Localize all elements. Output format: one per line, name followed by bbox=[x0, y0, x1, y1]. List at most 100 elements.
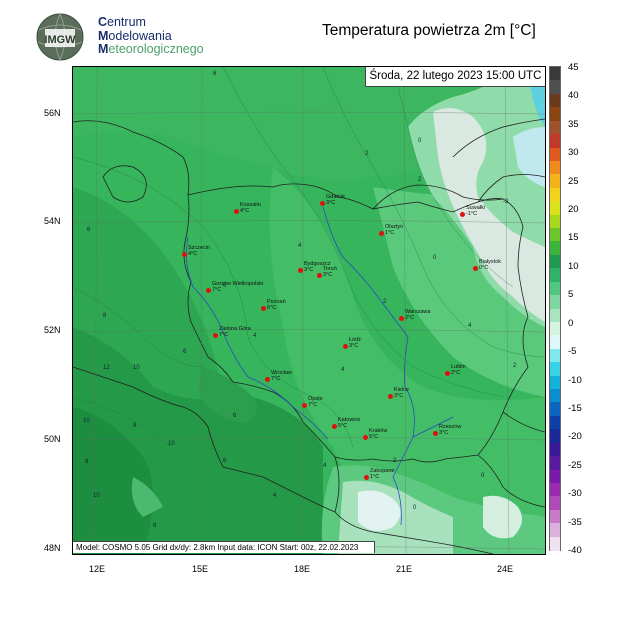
lon-label: 18E bbox=[293, 564, 310, 574]
city-marker bbox=[433, 431, 438, 436]
contour-label: 6 bbox=[87, 227, 91, 233]
contour-label: 2 bbox=[418, 177, 422, 183]
temperature-map: 6 6 8 10 12 10 8 6 4 4 2 2 2 0 -2 0 2 4 … bbox=[72, 66, 546, 555]
contour-label: 10 bbox=[93, 493, 100, 499]
colorbar-segment bbox=[550, 147, 560, 162]
contour-label: 12 bbox=[103, 365, 110, 371]
colorbar-segment bbox=[550, 415, 560, 430]
lat-label: 50N bbox=[44, 434, 61, 444]
colorbar-label: 10 bbox=[568, 260, 579, 272]
colorbar-label: 35 bbox=[568, 118, 579, 130]
lon-label: 24E bbox=[496, 564, 513, 574]
city-name: Łódź bbox=[349, 337, 361, 343]
colorbar-segment bbox=[550, 308, 560, 323]
lon-label: 15E bbox=[191, 564, 208, 574]
colorbar-segment bbox=[550, 187, 560, 202]
city-name: Gorzów Wielkopolski bbox=[212, 281, 264, 287]
colorbar-segment bbox=[550, 254, 560, 269]
colorbar-segment bbox=[550, 295, 560, 310]
city-name: Poznań bbox=[267, 299, 286, 305]
city-marker bbox=[265, 377, 270, 382]
city-temp: 2°C bbox=[405, 315, 415, 321]
colorbar-segment bbox=[550, 160, 560, 175]
city-name: Warszawa bbox=[405, 309, 431, 315]
temperature-colorbar bbox=[549, 66, 561, 551]
city-temp: -1°C bbox=[466, 211, 478, 217]
colorbar-segment bbox=[550, 496, 560, 511]
city-name: Zakopane bbox=[370, 468, 395, 474]
city-marker bbox=[379, 231, 384, 236]
contour-label: 4 bbox=[253, 333, 257, 339]
contour-labels: 6 6 8 10 12 10 8 6 4 4 2 2 2 0 -2 0 2 4 … bbox=[83, 71, 517, 529]
colorbar-label: -15 bbox=[568, 402, 582, 414]
colorbar-label: -25 bbox=[568, 459, 582, 471]
colorbar-segment bbox=[550, 174, 560, 189]
city-marker bbox=[234, 209, 239, 214]
contour-label: 0 bbox=[418, 138, 422, 144]
contour-label: 4 bbox=[273, 493, 277, 499]
lat-label: 52N bbox=[44, 325, 61, 335]
city-temp: 7°C bbox=[212, 287, 222, 293]
city-name: Katowice bbox=[338, 417, 361, 423]
city-marker bbox=[445, 371, 450, 376]
city-marker bbox=[317, 273, 322, 278]
contour-label: 10 bbox=[133, 365, 140, 371]
logo-text: Centrum Modelowania Meteorologicznego bbox=[98, 15, 204, 57]
colorbar-segment bbox=[550, 93, 560, 108]
colorbar-segment bbox=[550, 321, 560, 336]
country-borders bbox=[73, 118, 545, 554]
city-temp: 3°C bbox=[439, 430, 449, 436]
logo-line-3: Meteorologicznego bbox=[98, 42, 204, 56]
colorbar-segment bbox=[550, 482, 560, 497]
contour-label: 8 bbox=[153, 523, 157, 529]
city-temp: 3°C bbox=[323, 272, 333, 278]
zone-cold-cyan bbox=[513, 127, 545, 187]
city-temp: 0°C bbox=[479, 265, 489, 271]
colorbar-segment bbox=[550, 241, 560, 256]
colorbar-label: 5 bbox=[568, 289, 574, 301]
contour-label: 4 bbox=[298, 243, 302, 249]
contour-label: 4 bbox=[341, 367, 345, 373]
colorbar-label: -30 bbox=[568, 488, 582, 500]
city-temp: 4°C bbox=[188, 251, 198, 257]
contour-label: 2 bbox=[383, 299, 387, 305]
colorbar-segment bbox=[550, 201, 560, 216]
colorbar-segment bbox=[550, 67, 560, 82]
city-temp: 2°C bbox=[451, 370, 461, 376]
zone-tatra-peak bbox=[358, 490, 401, 531]
colorbar-segment bbox=[550, 536, 560, 551]
city-name: Bydgoszcz bbox=[304, 261, 331, 267]
logo-line-1: Centrum bbox=[98, 15, 146, 29]
contour-label: 0 bbox=[433, 255, 437, 261]
colorbar-label: -40 bbox=[568, 545, 582, 556]
colorbar-label: -20 bbox=[568, 431, 582, 443]
contour-label: 4 bbox=[468, 323, 472, 329]
lat-label: 54N bbox=[44, 216, 61, 226]
colorbar-label: 0 bbox=[568, 317, 574, 329]
contour-label: 0 bbox=[481, 473, 485, 479]
city-name: Koszalin bbox=[240, 202, 261, 208]
city-name: Kielce bbox=[394, 387, 409, 393]
contour-label: 6 bbox=[223, 458, 227, 464]
colorbar-segment bbox=[550, 134, 560, 149]
contour-label: 6 bbox=[183, 349, 187, 355]
colorbar-segment bbox=[550, 509, 560, 524]
colorbar-segment bbox=[550, 228, 560, 243]
colorbar-label: -10 bbox=[568, 374, 582, 386]
colorbar-segment bbox=[550, 456, 560, 471]
colorbar-segment bbox=[550, 335, 560, 350]
zone-warmest bbox=[73, 407, 153, 554]
map-canvas: 6 6 8 10 12 10 8 6 4 4 2 2 2 0 -2 0 2 4 … bbox=[73, 67, 545, 554]
colorbar-label: 30 bbox=[568, 147, 579, 159]
forecast-date: Środa, 22 lutego 2023 15:00 UTC bbox=[365, 67, 545, 87]
city-marker bbox=[364, 475, 369, 480]
colorbar-segment bbox=[550, 348, 560, 363]
colorbar-segment bbox=[550, 120, 560, 135]
city-name: Zielona Góra bbox=[219, 326, 251, 332]
contour-label: 2 bbox=[513, 363, 517, 369]
colorbar-segment bbox=[550, 523, 560, 538]
city-temp: 5°C bbox=[338, 423, 348, 429]
city-marker bbox=[388, 394, 393, 399]
city-name: Szczecin bbox=[188, 245, 211, 251]
city-marker bbox=[213, 333, 218, 338]
